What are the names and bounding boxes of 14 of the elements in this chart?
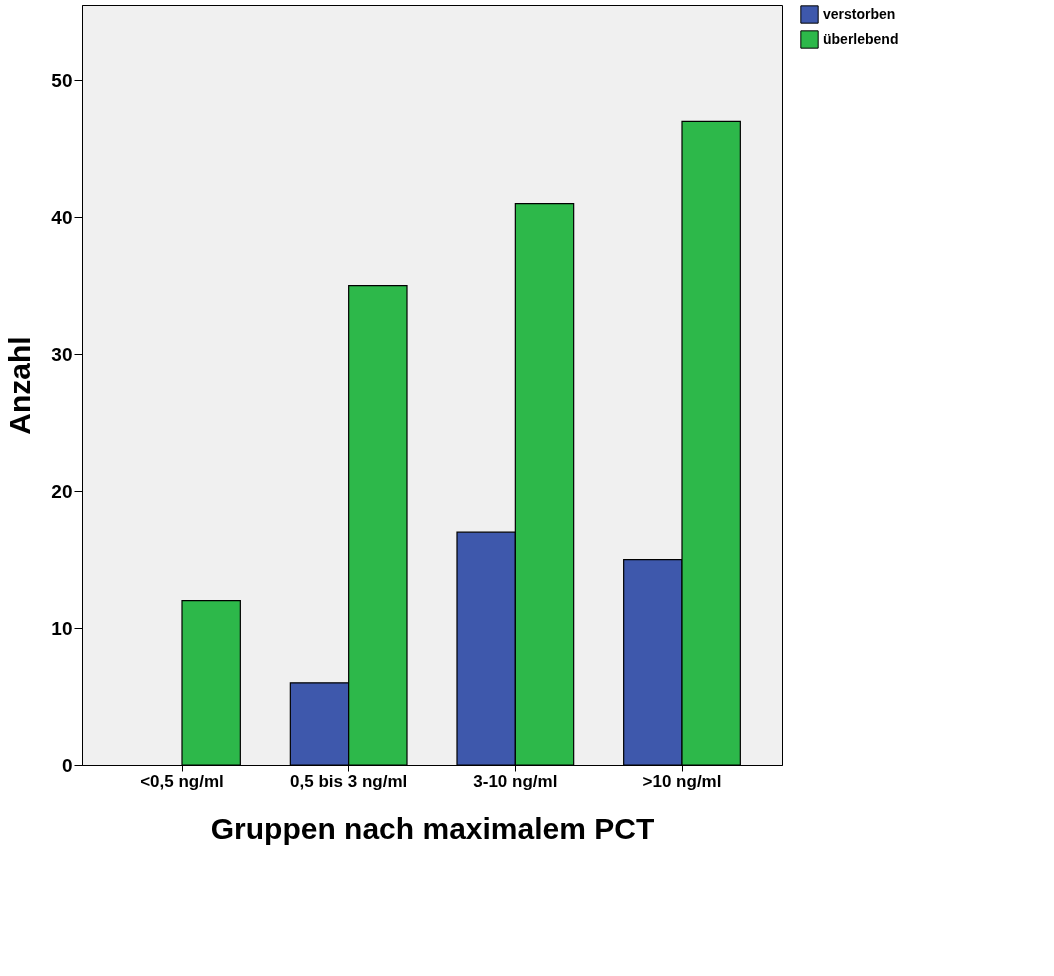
x-tick-label: <0,5 ng/ml <box>140 771 224 791</box>
y-tick-label: 50 <box>51 69 73 91</box>
legend-label: überlebend <box>823 30 899 47</box>
y-tick-label: 20 <box>51 480 73 502</box>
x-tick-label: 3-10 ng/ml <box>473 771 558 791</box>
y-tick-label: 0 <box>61 754 73 776</box>
y-tick-label: 40 <box>51 206 73 228</box>
x-tick-label: >10 ng/ml <box>642 771 722 791</box>
x-tick-label: 0,5 bis 3 ng/ml <box>290 771 408 791</box>
y-tick-label: 10 <box>51 617 73 639</box>
legend-label: verstorben <box>823 5 896 22</box>
y-tick-label: 30 <box>51 343 73 365</box>
x-axis-title: Gruppen nach maximalem PCT <box>210 811 655 845</box>
y-axis-title: Anzahl <box>3 336 37 435</box>
